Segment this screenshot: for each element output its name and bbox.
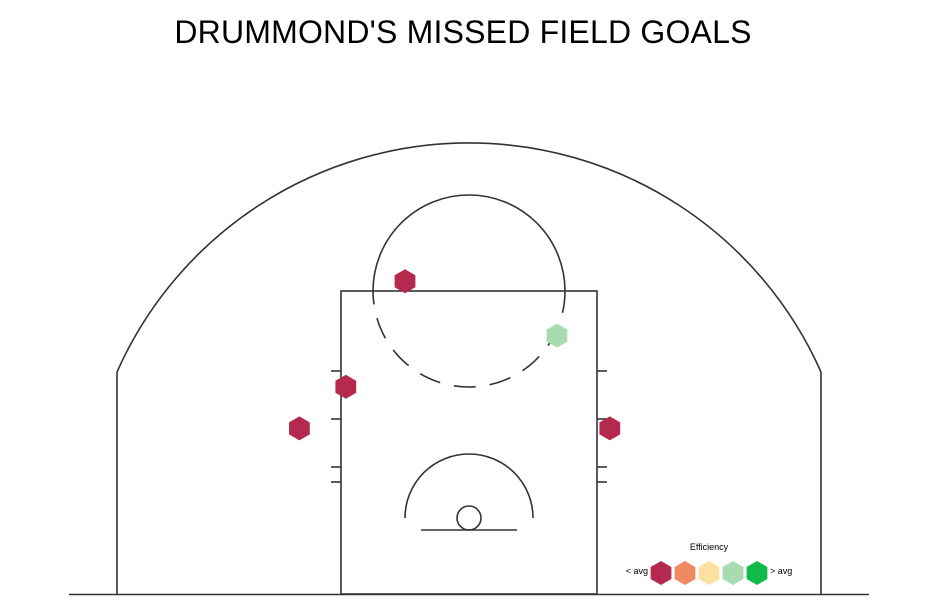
shot-hexagon (289, 416, 310, 441)
legend-swatches (650, 561, 768, 585)
shot-hexagon (599, 416, 621, 441)
free-throw-circle-top (372, 194, 566, 292)
free-throw-circle-bottom (372, 290, 566, 388)
legend-swatch (650, 561, 672, 585)
legend-swatch (722, 561, 744, 585)
shot-hexagon (394, 269, 416, 294)
paint (340, 290, 598, 595)
restricted-area (404, 453, 534, 519)
efficiency-legend: Efficiency < avg > avg (626, 542, 792, 585)
legend-swatch (746, 561, 768, 585)
legend-title: Efficiency (690, 542, 729, 552)
court-lines (69, 142, 869, 596)
shot-hexagon (335, 374, 357, 399)
legend-swatch (674, 561, 696, 585)
shot-hexagon (546, 323, 568, 348)
legend-high-label: > avg (770, 566, 792, 576)
three-point-arc (116, 142, 822, 373)
rim (456, 505, 482, 531)
legend-low-label: < avg (626, 566, 648, 576)
chart-title: DRUMMOND'S MISSED FIELD GOALS (174, 14, 752, 50)
legend-swatch (698, 561, 720, 585)
shot-hexagons (289, 269, 621, 441)
